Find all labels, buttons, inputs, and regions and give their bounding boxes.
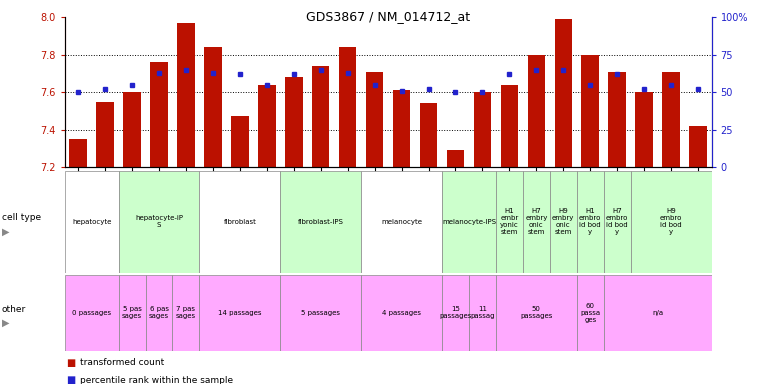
Text: melanocyte-IPS: melanocyte-IPS <box>442 219 496 225</box>
Text: H9
embro
id bod
y: H9 embro id bod y <box>660 208 683 235</box>
Bar <box>420 103 438 167</box>
Text: melanocyte: melanocyte <box>381 219 422 225</box>
Bar <box>65 171 119 273</box>
Bar <box>496 171 523 273</box>
Bar <box>361 171 442 273</box>
Text: hepatocyte-iP
S: hepatocyte-iP S <box>135 215 183 228</box>
Text: H1
embr
yonic
stem: H1 embr yonic stem <box>500 208 519 235</box>
Bar <box>339 47 356 167</box>
Bar <box>527 55 545 167</box>
Text: ■: ■ <box>66 358 75 368</box>
Bar <box>177 23 195 167</box>
Bar <box>662 71 680 167</box>
Text: 11
passag: 11 passag <box>470 306 495 319</box>
Bar <box>123 92 141 167</box>
Bar <box>631 171 712 273</box>
Bar <box>442 275 469 351</box>
Bar <box>577 171 603 273</box>
Bar <box>173 275 199 351</box>
Bar <box>280 275 361 351</box>
Bar <box>447 150 464 167</box>
Text: fibroblast: fibroblast <box>224 219 256 225</box>
Bar <box>199 171 280 273</box>
Text: 4 passages: 4 passages <box>382 310 421 316</box>
Text: 50
passages: 50 passages <box>521 306 552 319</box>
Text: cell type: cell type <box>2 214 40 222</box>
Bar <box>366 71 384 167</box>
Text: n/a: n/a <box>652 310 663 316</box>
Text: H1
embro
id bod
y: H1 embro id bod y <box>579 208 601 235</box>
Bar <box>496 275 577 351</box>
Bar <box>119 171 199 273</box>
Bar <box>119 275 145 351</box>
Bar <box>393 90 410 167</box>
Text: 7 pas
sages: 7 pas sages <box>176 306 196 319</box>
Bar <box>635 92 653 167</box>
Text: fibroblast-IPS: fibroblast-IPS <box>298 219 344 225</box>
Bar <box>603 275 712 351</box>
Text: H7
embro
id bod
y: H7 embro id bod y <box>606 208 629 235</box>
Bar <box>231 116 249 167</box>
Bar <box>442 171 496 273</box>
Bar <box>689 126 707 167</box>
Bar <box>145 275 173 351</box>
Text: H7
embry
onic
stem: H7 embry onic stem <box>525 208 547 235</box>
Text: other: other <box>2 305 26 314</box>
Text: ▶: ▶ <box>2 318 9 328</box>
Text: 60
passa
ges: 60 passa ges <box>580 303 600 323</box>
Bar <box>258 85 275 167</box>
Bar <box>361 275 442 351</box>
Bar <box>501 85 518 167</box>
Text: 15
passages: 15 passages <box>439 306 472 319</box>
Bar <box>312 66 330 167</box>
Bar <box>65 275 119 351</box>
Bar <box>204 47 221 167</box>
Text: 14 passages: 14 passages <box>218 310 262 316</box>
Text: 6 pas
sages: 6 pas sages <box>149 306 169 319</box>
Bar <box>555 19 572 167</box>
Bar <box>550 171 577 273</box>
Bar <box>469 275 496 351</box>
Text: 5 pas
sages: 5 pas sages <box>122 306 142 319</box>
Text: H9
embry
onic
stem: H9 embry onic stem <box>552 208 575 235</box>
Bar <box>609 71 626 167</box>
Bar <box>285 77 303 167</box>
Bar <box>581 55 599 167</box>
Bar <box>577 275 603 351</box>
Text: ■: ■ <box>66 375 75 384</box>
Bar <box>603 171 631 273</box>
Bar <box>97 101 114 167</box>
Text: GDS3867 / NM_014712_at: GDS3867 / NM_014712_at <box>306 10 470 23</box>
Bar <box>523 171 550 273</box>
Bar <box>69 139 87 167</box>
Bar <box>199 275 280 351</box>
Text: transformed count: transformed count <box>80 358 164 367</box>
Bar <box>280 171 361 273</box>
Text: 5 passages: 5 passages <box>301 310 340 316</box>
Bar <box>473 92 491 167</box>
Text: hepatocyte: hepatocyte <box>72 219 111 225</box>
Bar <box>150 62 167 167</box>
Text: 0 passages: 0 passages <box>72 310 111 316</box>
Text: percentile rank within the sample: percentile rank within the sample <box>80 376 233 384</box>
Text: ▶: ▶ <box>2 226 9 237</box>
